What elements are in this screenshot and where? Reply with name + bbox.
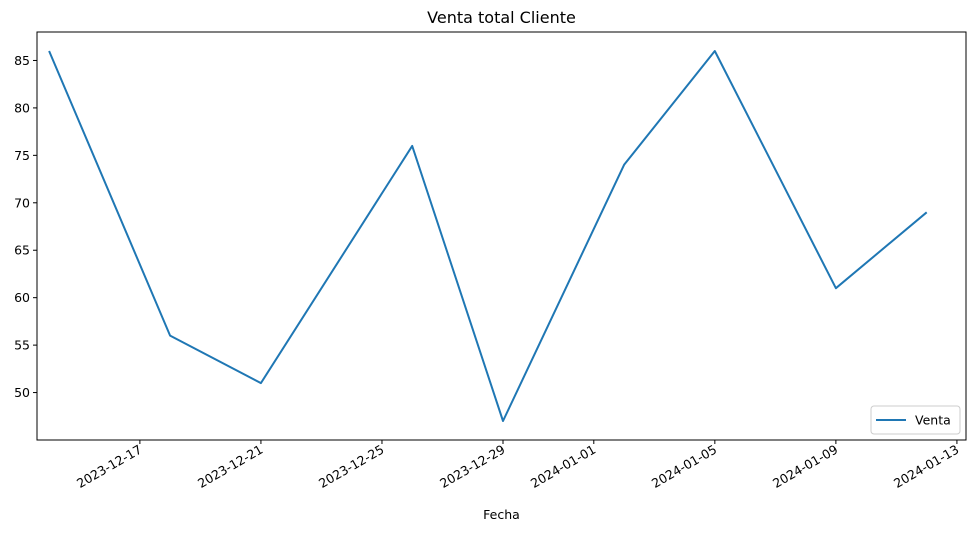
x-axis: 2023-12-17 2023-12-21 2023-12-25 2023-12-29… <box>74 440 961 491</box>
legend-box <box>870 405 961 435</box>
x-tick-label: 2024-01-01 <box>528 442 598 491</box>
y-tick-label: 80 <box>14 100 30 115</box>
legend-label-venta: Venta <box>915 413 951 428</box>
x-tick-label: 2023-12-25 <box>316 442 386 491</box>
x-tick-label: 2024-01-13 <box>891 442 961 491</box>
x-tick-label: 2024-01-05 <box>649 442 719 491</box>
y-tick-label: 75 <box>14 148 30 163</box>
legend: Venta <box>870 405 961 435</box>
chart-title: Venta total Cliente <box>427 8 576 27</box>
y-tick-label: 50 <box>14 385 30 400</box>
y-tick-label: 60 <box>14 290 30 305</box>
x-tick-label: 2023-12-21 <box>195 442 265 491</box>
plot-area <box>36 31 967 441</box>
x-tick-label: 2023-12-29 <box>437 442 507 491</box>
x-tick-label: 2023-12-17 <box>74 442 144 491</box>
y-tick-label: 55 <box>14 338 30 353</box>
series-line-venta <box>48 50 928 422</box>
y-axis: 50 55 60 65 70 75 80 85 <box>14 53 37 400</box>
series-layer <box>48 50 928 422</box>
x-tick-label: 2024-01-09 <box>770 442 840 491</box>
y-tick-label: 70 <box>14 195 30 210</box>
x-axis-label: Fecha <box>483 507 520 522</box>
y-tick-label: 65 <box>14 243 30 258</box>
y-tick-label: 85 <box>14 53 30 68</box>
